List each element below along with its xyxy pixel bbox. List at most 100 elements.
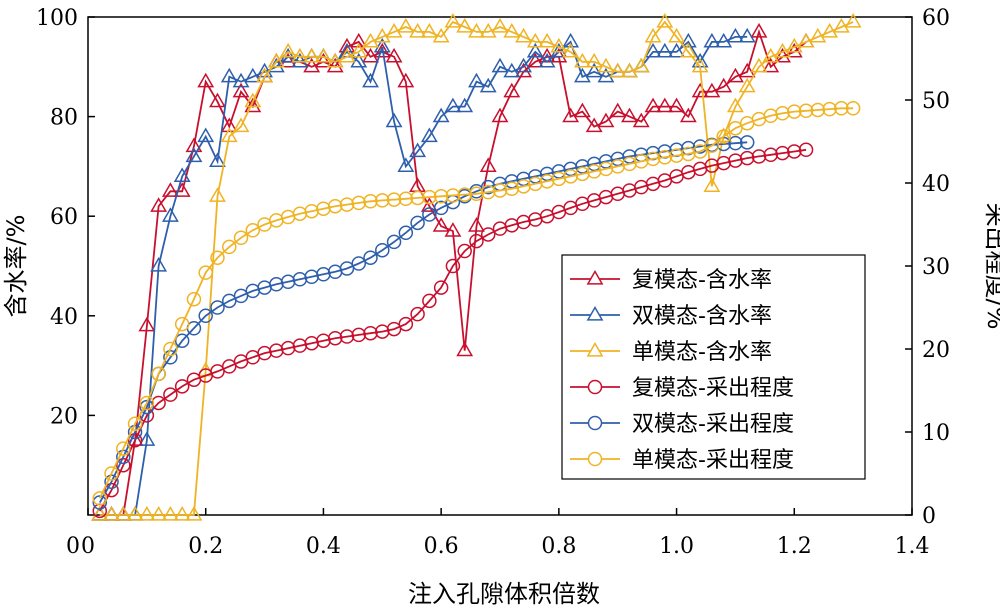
x-tick-label-6: 1.2	[777, 534, 812, 559]
series-0-point-59	[785, 42, 803, 58]
series-2-point-10	[209, 187, 226, 202]
series-0-point-19	[315, 52, 332, 68]
y-left-tick-label-4: 100	[36, 6, 78, 31]
series-1-point-33	[479, 77, 497, 93]
series-2-point-20	[326, 52, 344, 68]
series-1-point-32	[468, 72, 485, 88]
series-2-point-37	[526, 32, 544, 48]
series-5-point-48	[657, 150, 673, 165]
series-0-point-18	[303, 57, 321, 73]
series-3-point-21	[339, 329, 355, 344]
series-2-point-18	[303, 47, 321, 63]
series-3-point-59	[787, 144, 802, 159]
y-right-tick-label-0: 0	[922, 504, 936, 529]
series-5-point-2	[116, 441, 131, 456]
series-5-point-53	[716, 129, 731, 144]
series-1-point-35	[503, 62, 521, 78]
series-2-point-21	[338, 47, 356, 63]
x-axis-title: 注入孔隙体积倍数	[408, 580, 600, 608]
series-5-point-12	[233, 230, 249, 246]
series-4-point-22	[351, 256, 366, 271]
series-5-point-33	[480, 184, 496, 200]
series-2-point-51	[691, 57, 709, 73]
series-0-point-22	[350, 32, 368, 48]
legend-marker-5	[587, 451, 603, 467]
legend-item-5: 单模态-采出程度	[570, 448, 794, 473]
series-0-point-31	[456, 341, 474, 357]
series-4-point-26	[398, 225, 414, 241]
series-2-point-3	[126, 505, 144, 521]
series-2-point-46	[632, 57, 650, 73]
series-4-point-10	[210, 300, 225, 315]
series-1-point-5	[150, 256, 168, 272]
legend-marker-3	[587, 379, 603, 395]
series-5-point-30	[445, 188, 461, 203]
series-2-point-62	[821, 22, 839, 38]
series-5-point-28	[422, 189, 437, 205]
series-1-point-38	[538, 52, 556, 68]
x-tick-label-2: 0.4	[306, 534, 341, 559]
series-5-point-31	[457, 187, 472, 202]
series-3-point-31	[457, 243, 472, 259]
series-2-point-42	[585, 52, 603, 68]
series-2-point-0	[91, 505, 109, 521]
series-2-point-29	[432, 27, 450, 43]
right-y-axis: 0 10 20 30 40 50 60	[905, 6, 950, 529]
series-0-point-48	[656, 97, 674, 113]
series-1-point-24	[373, 37, 391, 53]
x-tick-label-4: 0.8	[541, 534, 576, 559]
y-left-tick-label-3: 80	[50, 106, 78, 131]
series-2-point-52	[703, 177, 721, 192]
series-3-point-10	[210, 364, 225, 379]
series-2-point-33	[479, 22, 497, 38]
series-0-point-25	[385, 47, 403, 63]
series-1-point-50	[679, 32, 697, 48]
series-0-point-29	[432, 217, 450, 232]
series-5-point-1	[104, 466, 119, 481]
y-right-tick-label-4: 40	[922, 172, 950, 197]
series-1-point-37	[526, 42, 544, 58]
series-3-point-1	[104, 482, 119, 498]
series-3-point-60	[798, 142, 814, 158]
legend-marker-1	[586, 305, 604, 321]
series-2	[91, 12, 862, 521]
series-0-point-12	[232, 82, 250, 98]
series-5-point-49	[669, 148, 684, 163]
series-2-point-45	[621, 62, 638, 78]
series-5-point-29	[433, 189, 449, 204]
series-5	[92, 101, 861, 506]
series-3-point-22	[351, 327, 366, 343]
series-4-point-12	[233, 288, 249, 304]
series-1-point-6	[161, 207, 179, 222]
x-tick-label-1: 0.2	[188, 534, 223, 559]
series-5-point-63	[834, 101, 849, 116]
legend-marker-2	[586, 341, 604, 357]
series-5-point-13	[245, 223, 261, 238]
series-0-point-57	[762, 57, 780, 73]
series-4-point-0	[92, 495, 108, 510]
series-4-point-28	[422, 207, 437, 222]
series-4-point-23	[363, 250, 378, 265]
series-1-point-11	[220, 67, 238, 83]
series-1-point-55	[738, 27, 756, 43]
series-3-point-58	[775, 145, 790, 161]
series-0-point-20	[326, 57, 344, 73]
right-y-axis-title: 采出程度/%	[982, 203, 1000, 330]
series-2-point-31	[456, 17, 474, 33]
left-y-axis: 20 40 60 80 100 0	[36, 6, 95, 559]
series-2-point-24	[373, 27, 391, 43]
series-2-point-50	[679, 42, 697, 58]
series-3-point-32	[469, 233, 484, 249]
series-4-point-7	[174, 333, 190, 348]
series-0-point-23	[362, 47, 379, 63]
series-0-point-13	[244, 97, 262, 113]
series-5-point-34	[492, 183, 508, 198]
y-right-tick-label-5: 50	[922, 89, 950, 114]
legend-item-1: 双模态-含水率	[570, 304, 772, 329]
series-3-point-29	[433, 280, 449, 295]
series-5-point-20	[327, 198, 343, 214]
legend-item-2: 单模态-含水率	[570, 340, 772, 365]
series-5-point-3	[127, 416, 143, 431]
series-2-point-58	[774, 42, 791, 58]
series-1-point-41	[573, 67, 591, 83]
